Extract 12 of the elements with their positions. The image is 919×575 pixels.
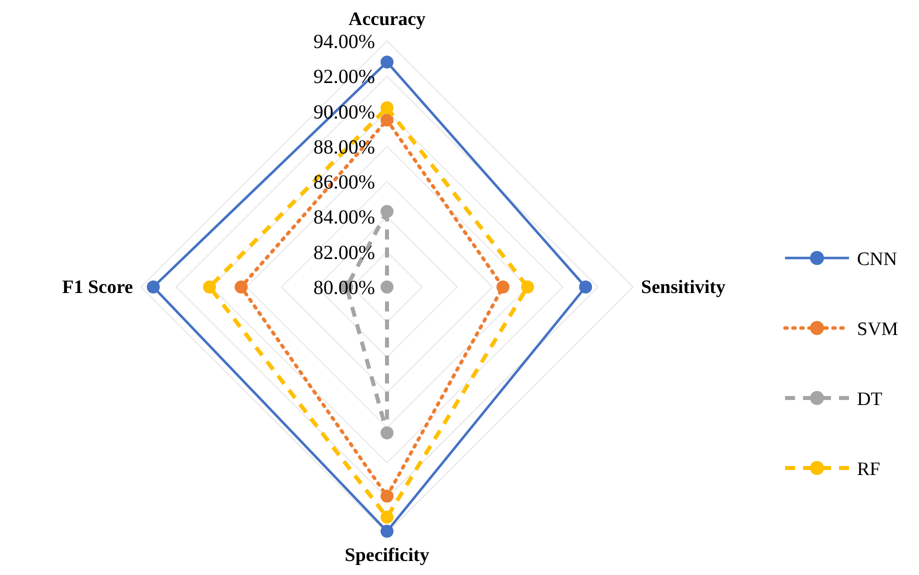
legend-label: CNN [857,249,898,270]
y-tick-label: 94.00% [313,31,375,53]
spoke-label: Specificity [344,545,430,566]
y-tick-label: 82.00% [313,242,375,264]
spoke-label: Accuracy [348,9,426,30]
spoke-label: F1 Score [62,277,133,298]
spoke-label: Sensitivity [641,277,726,298]
y-tick-label: 84.00% [313,206,375,229]
legend-label: RF [857,459,880,480]
legend-label: DT [857,389,883,410]
legend-label: SVM [857,319,898,340]
y-tick-label: 80.00% [313,277,375,299]
